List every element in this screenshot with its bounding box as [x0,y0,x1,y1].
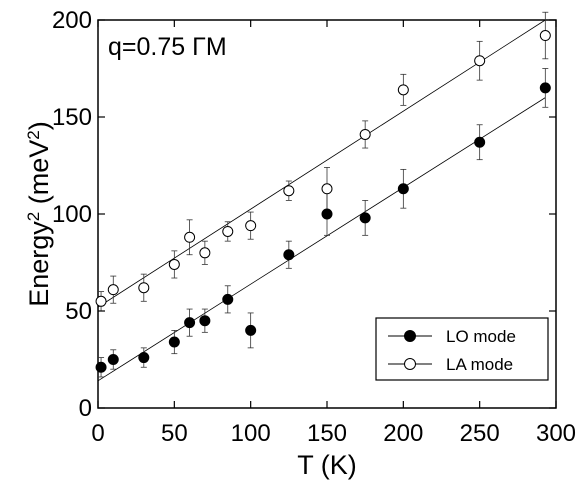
la-mode-point [222,225,234,237]
lo-mode-point [222,293,234,305]
lo-mode-point [168,336,180,348]
lo-mode-point [359,212,371,224]
lo-mode-point [138,352,150,364]
y-tick-label: 200 [52,7,92,34]
la-mode-point [539,30,551,42]
la-mode-point [107,284,119,296]
la-mode-point [168,258,180,270]
la-mode-point [199,247,211,259]
la-mode-point [359,128,371,140]
x-tick-labels: 0 50 100 150 200 250 300 [91,420,576,447]
la-mode-point [474,55,486,67]
la-mode-point [95,295,107,307]
x-tick-label: 150 [307,420,347,447]
lo-mode-point [245,324,257,336]
axis-ticks [97,19,557,409]
y-axis-exponent: 2 [24,212,43,221]
lo-mode-point [474,136,486,148]
la-mode-point [138,282,150,294]
y-tick-label: 0 [79,395,92,422]
legend-lo-marker [404,330,416,342]
x-tick-label: 100 [231,420,271,447]
lo-mode-point [321,208,333,220]
y-axis-base: Energy [24,221,54,307]
legend-la-marker [404,358,416,370]
lo-mode-point [397,183,409,195]
la-mode-point [321,183,333,195]
data-points [95,30,551,373]
y-tick-label: 50 [65,298,92,325]
x-tick-label: 50 [161,420,188,447]
y-tick-labels: 0 50 100 150 200 [52,7,92,422]
lo-mode-point [283,249,295,261]
y-axis-title: Energy2 (meV2) [24,121,55,307]
legend: LO mode LA mode [375,317,549,381]
lo-mode-fit-line [97,97,546,382]
lo-mode-point [539,82,551,94]
y-axis-unit-exponent: 2 [24,130,43,139]
lo-mode-point [95,361,107,373]
x-tick-label: 0 [91,420,104,447]
y-tick-label: 100 [52,201,92,228]
la-mode-point [245,220,257,232]
y-axis-unit-open: (meV [24,140,54,212]
x-axis-title: T (K) [297,450,357,480]
x-tick-label: 300 [536,420,576,447]
legend-lo-label: LO mode [446,327,516,346]
y-axis-unit-close: ) [24,121,54,130]
lo-mode-point [184,317,196,329]
la-mode-point [397,84,409,96]
annotation-text: q=0.75 ΓM [108,33,227,61]
lo-mode-point [107,354,119,365]
y-tick-label: 150 [52,104,92,131]
legend-box [375,317,549,381]
la-mode-point [184,231,196,243]
lo-mode-point [199,315,211,327]
x-tick-label: 200 [383,420,423,447]
x-tick-label: 250 [460,420,500,447]
legend-la-label: LA mode [446,355,513,374]
la-mode-point [283,185,295,197]
